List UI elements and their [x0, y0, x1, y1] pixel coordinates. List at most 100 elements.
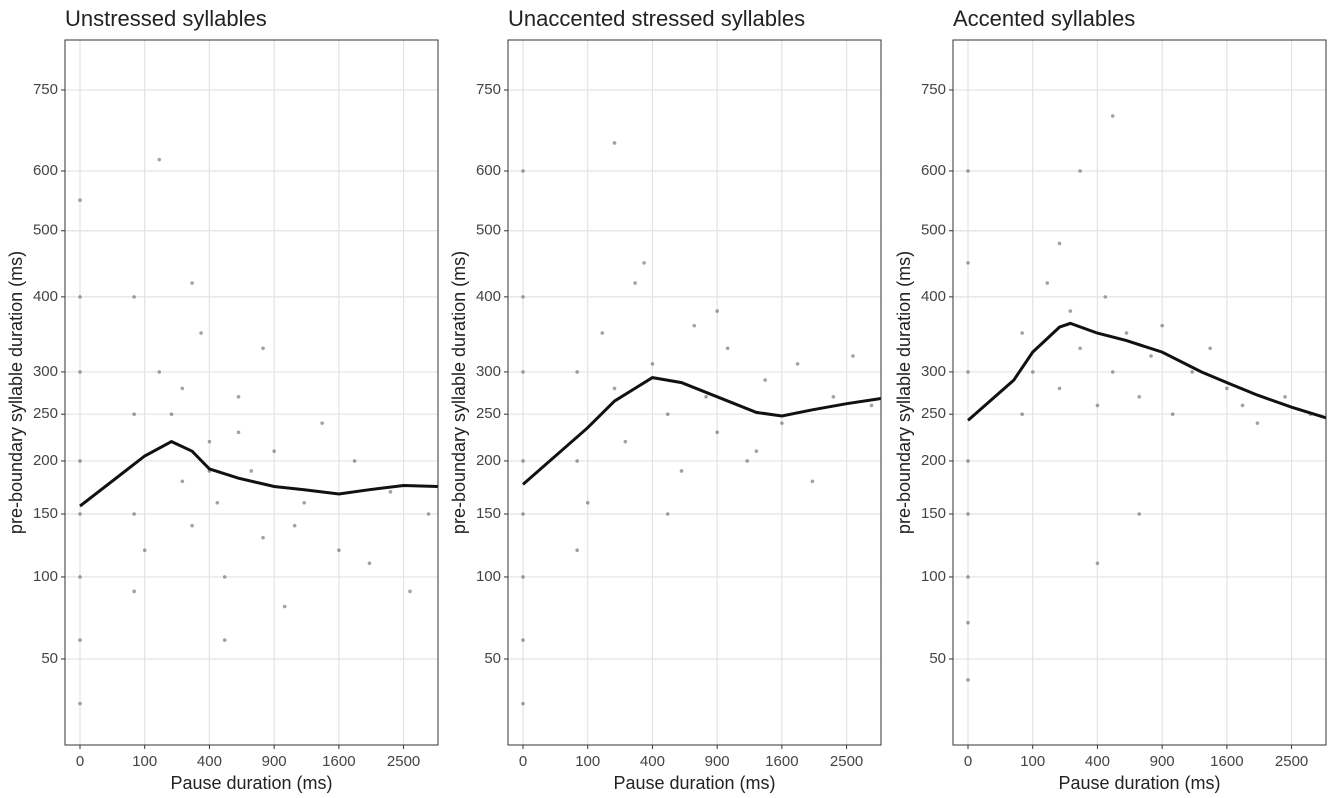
data-point [132, 589, 136, 594]
plot-background [953, 40, 1326, 745]
smooth-line [79, 439, 439, 508]
data-point [725, 346, 730, 351]
data-point [1190, 370, 1194, 374]
data-point [521, 638, 525, 642]
x-tick-label: 1600 [322, 753, 355, 770]
data-point [704, 395, 708, 399]
y-tick-label: 400 [921, 288, 946, 305]
x-tick-label: 100 [1020, 753, 1045, 770]
data-point [408, 589, 412, 594]
x-tick-label: 2500 [1275, 753, 1308, 770]
data-point [78, 295, 82, 299]
data-point [780, 421, 784, 425]
data-point [1124, 331, 1129, 335]
x-tick-label: 900 [705, 753, 730, 770]
y-tick-label: 200 [921, 452, 946, 469]
y-tick-label: 500 [33, 222, 58, 239]
data-point [236, 395, 241, 399]
y-tick-label: 150 [476, 505, 501, 522]
y-tick-label: 250 [921, 405, 946, 422]
smooth-line [967, 321, 1327, 422]
data-point [585, 500, 590, 505]
x-tick-label: 900 [1150, 753, 1175, 770]
data-point [132, 512, 136, 516]
data-point [679, 469, 684, 473]
data-point [388, 490, 393, 494]
data-point [715, 309, 719, 313]
x-tick-label: 100 [575, 753, 600, 770]
x-axis-label: Pause duration (ms) [170, 773, 332, 793]
data-point [966, 459, 970, 463]
x-tick-label: 2500 [830, 753, 863, 770]
data-point [222, 638, 227, 642]
data-point [623, 439, 628, 444]
data-point [1057, 386, 1062, 391]
data-point [199, 331, 203, 335]
y-tick-label: 100 [921, 568, 946, 585]
data-point [521, 575, 525, 579]
data-point [272, 449, 276, 453]
data-point [78, 198, 82, 202]
y-axis-label: pre-boundary syllable duration (ms) [449, 251, 469, 534]
y-tick-label: 100 [476, 568, 501, 585]
data-point [521, 169, 525, 173]
data-point [692, 323, 697, 328]
data-point [754, 449, 759, 453]
data-point [600, 331, 605, 335]
data-point [132, 295, 136, 299]
x-tick-label: 0 [519, 753, 527, 770]
data-point [78, 512, 82, 516]
data-point [521, 459, 525, 463]
data-point [810, 479, 815, 484]
data-point [261, 535, 265, 540]
data-point [575, 548, 579, 553]
data-point [132, 412, 136, 416]
y-tick-label: 50 [484, 650, 501, 667]
data-point [612, 141, 617, 145]
plot-background [508, 40, 881, 745]
data-point [1149, 354, 1153, 358]
data-point [180, 386, 185, 391]
data-point [1078, 346, 1082, 351]
data-point [521, 295, 525, 299]
plot-border [507, 39, 882, 746]
data-point [966, 261, 970, 265]
x-axis-label: Pause duration (ms) [1058, 773, 1220, 793]
data-point [521, 701, 525, 706]
data-point [292, 523, 297, 528]
data-point [222, 575, 227, 579]
data-point [851, 354, 855, 358]
data-point [157, 370, 162, 374]
x-tick-label: 400 [197, 753, 222, 770]
y-tick-label: 750 [921, 81, 946, 98]
data-point [302, 500, 306, 505]
y-tick-label: 500 [476, 222, 501, 239]
data-point [169, 412, 174, 416]
data-point [352, 459, 357, 463]
data-point [745, 459, 749, 463]
data-point [763, 378, 767, 382]
smooth-line [522, 376, 882, 486]
data-point [1045, 281, 1050, 285]
data-point [1110, 114, 1115, 118]
y-tick-label: 150 [33, 505, 58, 522]
data-point [1240, 403, 1245, 408]
data-point [207, 439, 212, 444]
data-point [1078, 169, 1082, 173]
data-point [575, 370, 579, 374]
x-tick-label: 400 [640, 753, 665, 770]
data-point [575, 459, 579, 463]
data-point [665, 412, 670, 416]
data-point [521, 512, 525, 516]
data-point [1283, 395, 1287, 399]
data-point [831, 395, 836, 399]
data-point [1137, 395, 1142, 399]
data-point [1020, 331, 1024, 335]
data-point [78, 638, 82, 642]
data-point [1057, 241, 1062, 246]
data-point [521, 370, 525, 374]
y-tick-label: 50 [929, 650, 946, 667]
data-point [180, 479, 185, 484]
y-tick-label: 600 [476, 162, 501, 179]
